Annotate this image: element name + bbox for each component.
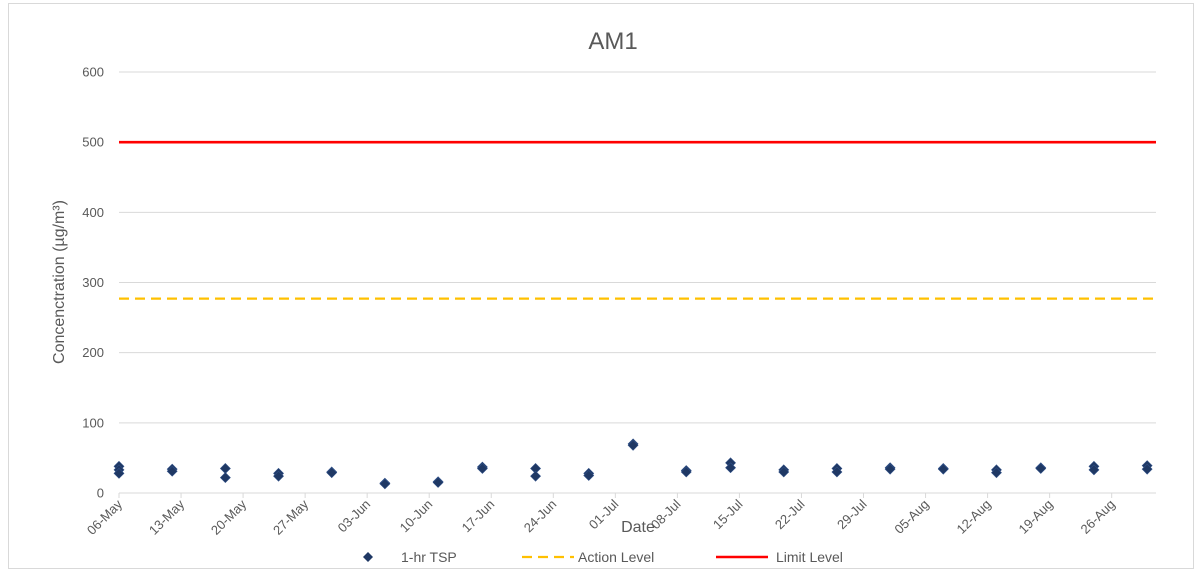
- y-tick-label: 500: [82, 135, 104, 150]
- legend-label: 1-hr TSP: [401, 549, 457, 565]
- x-tick-label: 10-Jun: [397, 497, 436, 536]
- data-point: [627, 439, 639, 451]
- data-point: [113, 467, 125, 479]
- x-tick-label: 26-Aug: [1078, 497, 1118, 537]
- data-point: [219, 463, 231, 474]
- data-point: [476, 463, 488, 474]
- data-point: [680, 466, 692, 478]
- data-point: [884, 463, 896, 475]
- data-point: [1035, 463, 1047, 474]
- x-tick-label: 24-Jun: [521, 497, 560, 536]
- data-point: [273, 470, 284, 482]
- data-point: [432, 477, 444, 488]
- x-tick-label: 15-Jul: [710, 496, 746, 532]
- x-tick-label: 12-Aug: [953, 497, 993, 537]
- legend: 1-hr TSP Action Level Limit Level: [363, 549, 843, 565]
- legend-label: Limit Level: [776, 549, 843, 565]
- data-point: [937, 463, 949, 475]
- x-tick-label: 29-Jul: [834, 496, 870, 532]
- legend-label: Action Level: [578, 549, 654, 565]
- chart-title: AM1: [588, 28, 637, 55]
- y-tick-label: 300: [82, 275, 104, 290]
- x-tick-label: 22-Jul: [772, 496, 808, 532]
- x-tick-label: 27-May: [270, 496, 312, 538]
- data-point: [1088, 464, 1100, 476]
- data-point: [583, 470, 595, 481]
- data-point: [831, 466, 843, 478]
- level-lines: [119, 140, 1156, 300]
- x-tick-label: 13-May: [146, 496, 188, 538]
- data-point: [219, 472, 231, 483]
- data-point: [379, 478, 391, 490]
- x-axis-title: Date: [621, 519, 655, 536]
- x-tick-label: 17-Jun: [459, 497, 498, 536]
- x-tick-label: 06-May: [84, 496, 126, 538]
- x-axis-ticks: 06-May 13-May 20-May 27-May 03-Jun 10-Jun 17-J…: [84, 493, 1118, 538]
- y-tick-label: 100: [82, 415, 104, 430]
- y-tick-label: 200: [82, 345, 104, 360]
- data-point: [530, 470, 541, 482]
- data-point: [1141, 463, 1153, 475]
- x-tick-label: 19-Aug: [1016, 497, 1056, 537]
- y-axis-title: Concenctration (µg/m³): [51, 200, 68, 364]
- gridlines: [119, 71, 1156, 494]
- x-tick-label: 01-Jul: [586, 496, 622, 532]
- data-point: [991, 467, 1002, 479]
- y-tick-label: 0: [97, 486, 104, 501]
- x-tick-label: 05-Aug: [891, 497, 931, 537]
- data-point: [166, 465, 178, 477]
- x-tick-label: 03-Jun: [335, 497, 374, 536]
- data-point: [326, 467, 338, 479]
- y-tick-label: 600: [82, 65, 104, 80]
- data-point: [725, 462, 736, 474]
- y-tick-label: 400: [82, 205, 104, 220]
- y-axis-ticks: 0 100 200 300 400 500 600: [82, 65, 104, 501]
- x-tick-label: 20-May: [208, 496, 250, 538]
- data-points: [113, 438, 1153, 490]
- data-point: [778, 466, 790, 478]
- legend-marker-tsp: [363, 552, 373, 562]
